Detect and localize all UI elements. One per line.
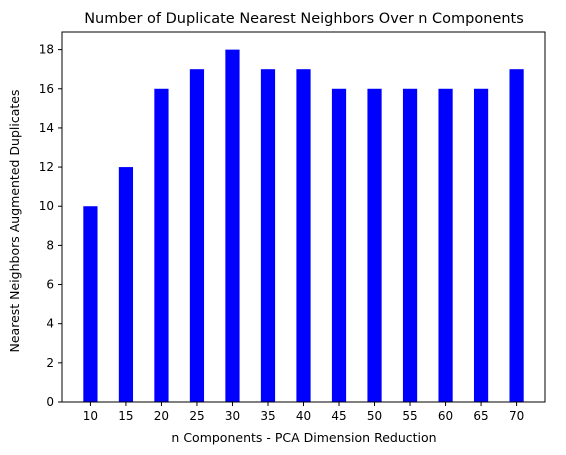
bar-15	[118, 167, 134, 402]
y-tick-label: 8	[46, 238, 54, 252]
x-ticks-group: 10 15 20 25 30 35 40 45 50 55 60 65 70	[83, 402, 524, 423]
bars-group	[83, 49, 524, 403]
chart-title: Number of Duplicate Nearest Neighbors Ov…	[84, 11, 524, 27]
y-tick-label: 14	[39, 121, 54, 135]
y-tick-label: 6	[46, 278, 54, 292]
bar-55	[402, 88, 418, 403]
y-tick-label: 2	[46, 356, 54, 370]
x-tick-label: 10	[83, 409, 98, 423]
y-tick-label: 10	[39, 199, 54, 213]
bar-25	[189, 69, 205, 402]
plot-frame	[61, 31, 546, 403]
y-ticks-group: 0 2 4 6 8 10 12 14 16 18	[39, 43, 62, 409]
y-tick-label: 18	[39, 43, 54, 57]
x-tick-label: 20	[154, 409, 169, 423]
bar-10	[83, 206, 98, 402]
y-axis-label: Nearest Neighbors Augmented Duplicates	[7, 90, 22, 353]
x-tick-label: 35	[260, 409, 275, 423]
bar-40	[296, 69, 311, 402]
y-tick-label: 4	[46, 317, 54, 331]
x-axis-label: n Components - PCA Dimension Reduction	[171, 430, 436, 445]
bar-50	[367, 88, 382, 403]
x-tick-label: 30	[225, 409, 240, 423]
bar-65	[473, 88, 489, 403]
y-tick-label: 0	[46, 395, 54, 409]
bar-35	[260, 69, 276, 402]
y-tick-label: 16	[39, 82, 54, 96]
bar-60	[438, 88, 453, 403]
x-tick-label: 60	[438, 409, 453, 423]
x-tick-label: 50	[367, 409, 382, 423]
x-tick-label: 45	[331, 409, 346, 423]
x-tick-label: 40	[296, 409, 311, 423]
bar-45	[331, 88, 347, 403]
bar-30	[225, 49, 240, 403]
x-tick-label: 65	[473, 409, 488, 423]
x-tick-label: 15	[118, 409, 133, 423]
y-tick-label: 12	[39, 160, 54, 174]
x-tick-label: 25	[189, 409, 204, 423]
x-tick-label: 55	[402, 409, 417, 423]
bar-20	[154, 88, 169, 403]
x-tick-label: 70	[509, 409, 524, 423]
bar-70	[509, 69, 524, 402]
